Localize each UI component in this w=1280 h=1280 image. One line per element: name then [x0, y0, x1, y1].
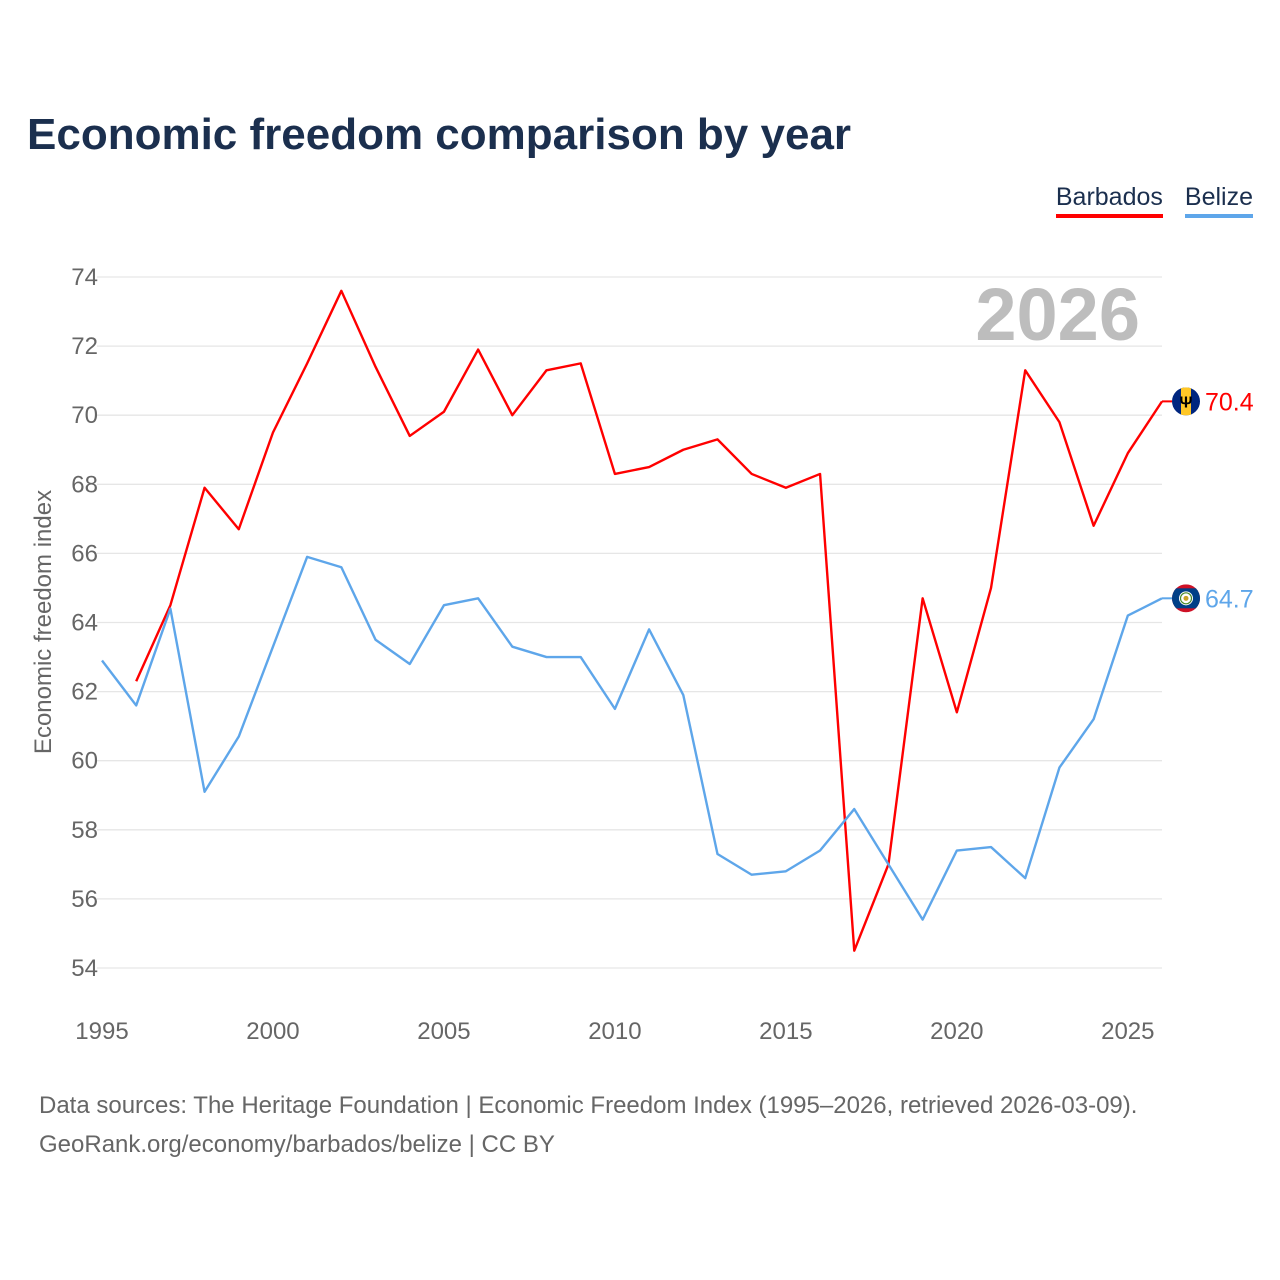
x-tick-label: 2000: [246, 1018, 299, 1045]
y-tick-label: 74: [71, 264, 98, 291]
series-line-barbados[interactable]: [135, 289, 1164, 952]
y-tick-label: 56: [71, 886, 98, 913]
end-value-label: 64.7: [1205, 585, 1254, 613]
x-tick-label: 1995: [75, 1018, 128, 1045]
y-tick-label: 62: [71, 679, 98, 706]
y-tick-label: 64: [71, 610, 98, 637]
source-text: Data sources: The Heritage Foundation | …: [39, 1092, 1138, 1119]
legend: Barbados Belize: [1055, 183, 1253, 218]
end-value-label: 70.4: [1205, 388, 1254, 416]
legend-item-barbados[interactable]: Barbados: [1055, 183, 1163, 218]
belize-flag-icon: [1172, 584, 1200, 613]
x-tick-label: 2010: [588, 1018, 641, 1045]
y-axis-label: Economic freedom index: [30, 490, 57, 754]
legend-item-belize[interactable]: Belize: [1184, 183, 1253, 218]
y-tick-label: 70: [71, 402, 98, 429]
chart-title: Economic freedom comparison by year: [27, 110, 852, 159]
x-tick-label: 2005: [417, 1018, 470, 1045]
footer: Data sources: The Heritage Foundation | …: [39, 1086, 1137, 1164]
barbados-flag-icon: Ψ: [1172, 387, 1200, 416]
y-tick-label: 54: [71, 955, 98, 982]
series-line-belize[interactable]: [101, 555, 1163, 921]
x-tick-label: 2015: [759, 1018, 812, 1045]
y-tick-label: 60: [71, 748, 98, 775]
y-tick-label: 72: [71, 333, 98, 360]
x-tick-label: 2025: [1101, 1018, 1154, 1045]
y-tick-label: 58: [71, 817, 98, 844]
svg-text:Ψ: Ψ: [1180, 394, 1193, 411]
x-tick-label: 2020: [930, 1018, 983, 1045]
y-tick-label: 66: [71, 540, 98, 567]
year-watermark: 2026: [975, 273, 1140, 356]
source-link[interactable]: GeoRank.org/economy/barbados/belize | CC…: [39, 1131, 555, 1158]
y-tick-label: 68: [71, 471, 98, 498]
